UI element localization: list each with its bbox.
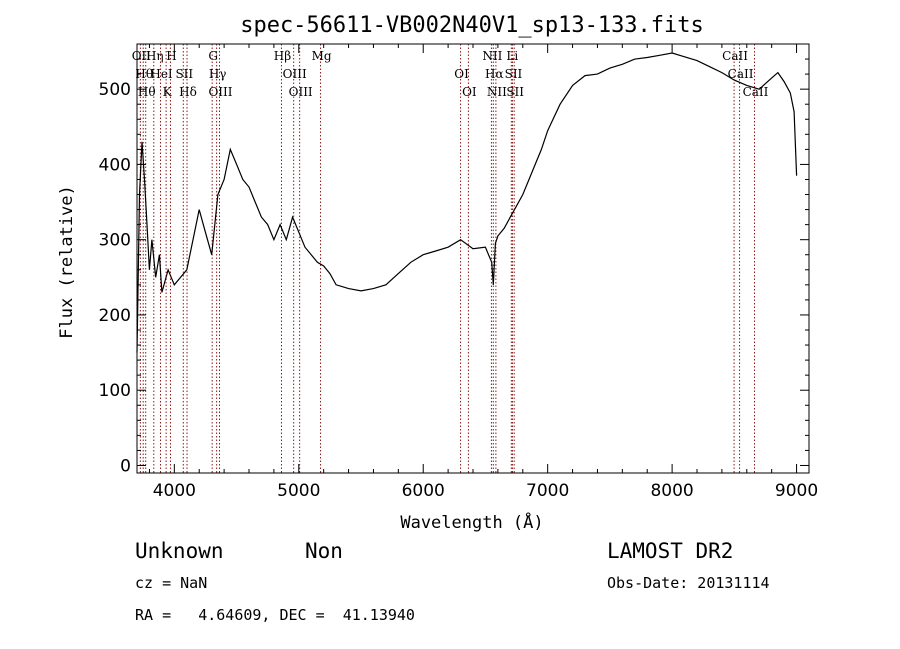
line-marker-label: Hβ: [274, 49, 291, 63]
line-marker-label: CaII: [728, 67, 754, 81]
line-marker-label: OIII: [208, 85, 232, 99]
line-marker-label: G: [208, 49, 218, 63]
line-marker-label: CaII: [722, 49, 748, 63]
line-marker-label: Hη: [146, 49, 164, 63]
chart-title: spec-56611-VB002N40V1_sp13-133.fits: [240, 13, 704, 38]
line-marker-label: Hθ: [135, 67, 153, 81]
x-tick-label: 7000: [526, 481, 569, 501]
y-tick-label: 400: [99, 155, 131, 175]
line-markers: [139, 44, 755, 473]
x-tick-label: 5000: [277, 481, 320, 501]
x-tick-label: 9000: [775, 481, 818, 501]
plot-frame: [136, 43, 810, 474]
line-marker-label: Mg: [312, 49, 332, 63]
x-axis-label: Wavelength (Å): [400, 511, 543, 533]
y-tick-label: 0: [120, 456, 131, 476]
line-marker-label: CaII: [743, 85, 769, 99]
y-axis-ticks: 0 100 200 300 400 500: [99, 58, 809, 476]
class-label: Unknown: [135, 539, 224, 563]
line-marker-label: SII: [175, 67, 193, 81]
spectrum-line: [136, 52, 798, 353]
y-tick-label: 500: [99, 80, 131, 100]
line-marker-label: NII: [482, 49, 502, 63]
x-tick-label: 6000: [402, 481, 445, 501]
y-tick-label: 300: [99, 231, 131, 251]
line-marker-label: SII: [505, 67, 523, 81]
line-marker-label: H: [166, 49, 176, 63]
y-tick-label: 200: [99, 306, 131, 326]
line-marker-label: OIII: [289, 85, 313, 99]
line-marker-label: OIII: [283, 67, 307, 81]
line-marker-label: OI: [462, 85, 477, 99]
subclass-label: Non: [305, 539, 343, 563]
line-marker-label: Hγ: [209, 67, 227, 81]
radec-label: RA = 4.64609, DEC = 41.13940: [135, 606, 415, 624]
line-marker-label: Hδ: [179, 85, 197, 99]
x-tick-label: 4000: [153, 481, 196, 501]
line-marker-label: K: [163, 85, 173, 99]
line-marker-label: SII: [506, 85, 524, 99]
line-marker-labels: OIIHθHθHηHeIKHSIIHδGHγOIIIHβOIIIOIIIMgOI…: [132, 49, 769, 99]
obs-date-label: Obs-Date: 20131114: [607, 574, 770, 592]
cz-label: cz = NaN: [135, 574, 207, 592]
survey-label: LAMOST DR2: [607, 539, 733, 563]
line-marker-label: Li: [506, 49, 518, 63]
line-marker-label: NII: [487, 85, 507, 99]
line-marker-label: Hθ: [138, 85, 156, 99]
y-tick-label: 100: [99, 381, 131, 401]
line-marker-label: OI: [454, 67, 469, 81]
x-tick-label: 8000: [650, 481, 693, 501]
line-marker-label: Hα: [485, 67, 504, 81]
line-marker-label: HeI: [150, 67, 173, 81]
y-axis-label: Flux (relative): [57, 185, 77, 339]
x-axis-ticks: 4000 5000 6000 7000 8000 9000: [148, 44, 818, 501]
